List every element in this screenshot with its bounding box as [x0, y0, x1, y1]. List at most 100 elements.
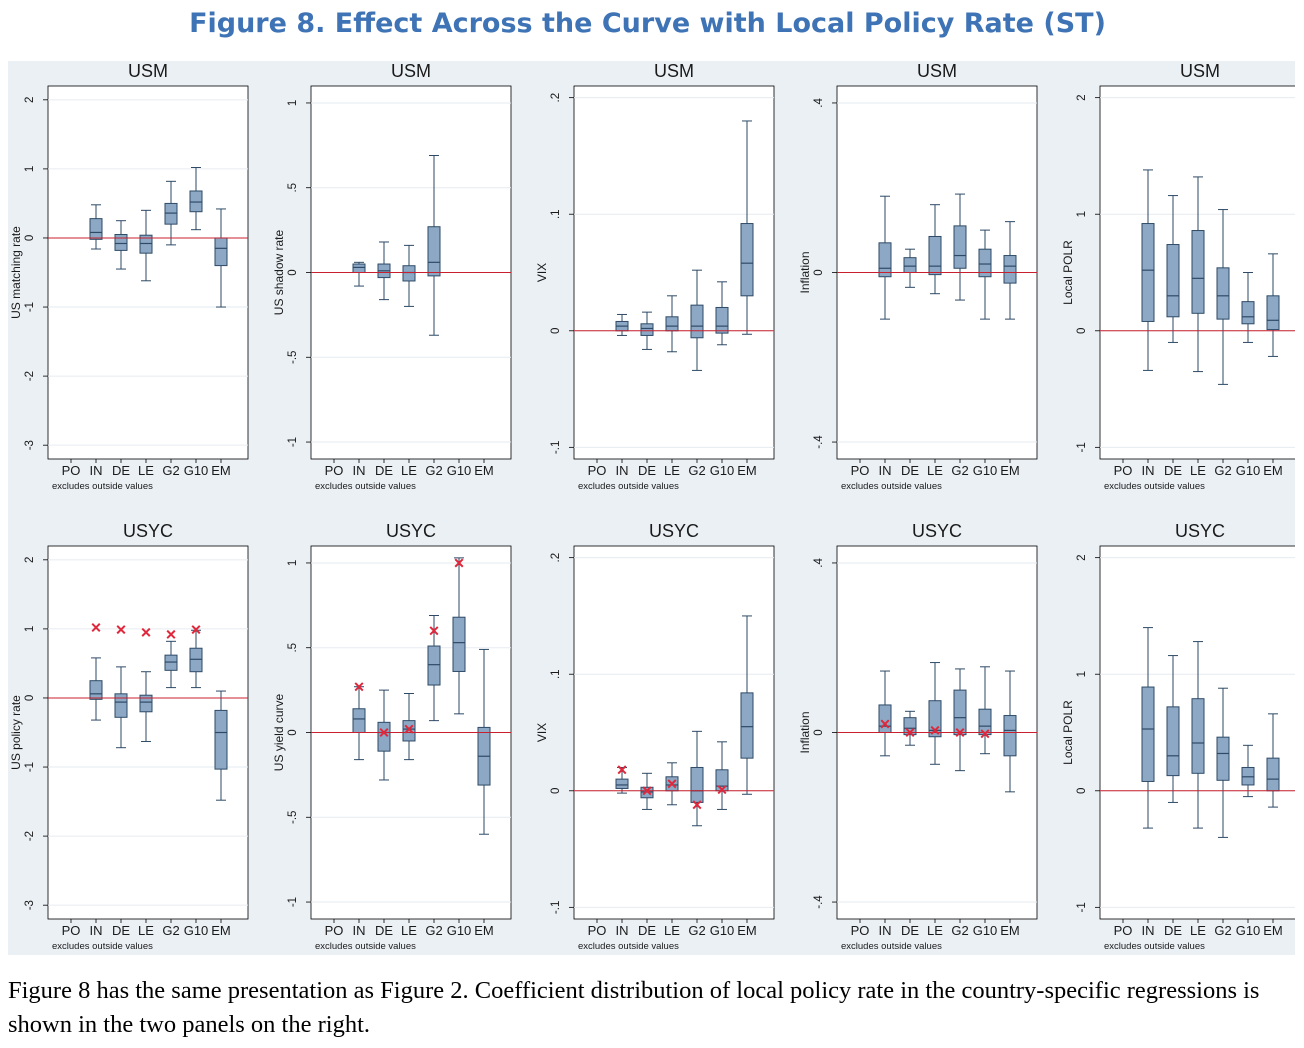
x-tick-label: EM [211, 463, 231, 478]
axis-note: excludes outside values [841, 481, 942, 492]
box-G2 [953, 668, 967, 772]
x-tick-label: EM [737, 923, 757, 938]
marker-stroke [617, 765, 627, 775]
axis-note: excludes outside values [1104, 481, 1205, 492]
marker-x [642, 786, 652, 796]
x-tick-label: G2 [951, 463, 968, 478]
box-G10 [189, 167, 203, 231]
box-G10 [189, 629, 203, 689]
y-tick-label: 2 [24, 557, 36, 563]
axis-note: excludes outside values [52, 481, 153, 492]
box-DE [903, 248, 917, 288]
y-tick-label: -.4 [813, 895, 825, 909]
marker-stroke [955, 727, 965, 738]
x-tick-label: DE [112, 923, 130, 938]
x-tick-label: G2 [162, 923, 179, 938]
panel-8: USYC .2 .1 0 -.1 VIX PO IN DE LE G2 G10 EM excludes o… [535, 521, 775, 952]
iqr-box [690, 304, 704, 339]
iqr-box [878, 242, 892, 278]
x-tick-label: EM [474, 923, 494, 938]
marker-stroke [141, 627, 151, 637]
marker-stroke [692, 800, 702, 810]
panel-5: USM 2 1 0 -1 Local POLR PO IN DE LE G2 G10 EM exclude… [1061, 61, 1295, 492]
iqr-box [878, 704, 892, 733]
box-G2 [164, 180, 178, 246]
axis-note: excludes outside values [315, 481, 416, 492]
iqr-box [1141, 223, 1155, 322]
x-tick-label: G2 [425, 923, 442, 938]
x-tick-label: G10 [447, 923, 472, 938]
x-tick-label: LE [1190, 923, 1206, 938]
y-tick-label: .2 [550, 553, 562, 563]
panel-title: USYC [649, 521, 699, 541]
x-tick-label: G10 [973, 923, 998, 938]
panel-title: USM [917, 61, 957, 81]
y-tick-label: .4 [813, 558, 825, 568]
marker-x [429, 626, 439, 636]
box-G10 [978, 666, 992, 755]
x-tick-label: EM [1263, 923, 1283, 938]
x-tick-label: DE [112, 463, 130, 478]
marker-stroke [905, 727, 915, 738]
x-tick-label: G2 [951, 923, 968, 938]
iqr-box [740, 692, 754, 759]
box-G2 [427, 615, 441, 722]
iqr-box [928, 235, 942, 276]
panel-4: USM .4 0 -.4 Inflation PO IN DE LE G2 G10 EM exclude… [798, 61, 1038, 492]
marker-stroke [880, 719, 890, 729]
x-tick-label: G2 [1214, 463, 1231, 478]
iqr-box [164, 202, 178, 225]
iqr-box [665, 316, 679, 332]
box-G10 [715, 281, 729, 346]
iqr-box [214, 237, 228, 267]
axis-note: excludes outside values [578, 941, 679, 952]
x-tick-label: G10 [710, 463, 735, 478]
x-tick-label: DE [375, 463, 393, 478]
iqr-box [189, 190, 203, 213]
y-tick-label: -1 [287, 437, 299, 447]
box-IN [1141, 627, 1155, 829]
marker-x [930, 725, 940, 735]
y-tick-label: 1 [287, 100, 299, 106]
y-tick-label: .1 [550, 209, 562, 219]
y-tick-label: 0 [1076, 328, 1088, 334]
iqr-box [953, 225, 967, 269]
marker-x [980, 729, 990, 739]
x-tick-label: PO [62, 463, 81, 478]
box-DE [1166, 655, 1180, 803]
x-tick-label: LE [664, 463, 680, 478]
iqr-box [1241, 301, 1255, 325]
y-tick-label: -1 [1076, 442, 1088, 452]
x-tick-label: PO [1114, 463, 1133, 478]
iqr-box [214, 709, 228, 770]
box-G2 [1216, 209, 1230, 385]
box-EM [1003, 221, 1017, 320]
axis-note: excludes outside values [578, 481, 679, 492]
box-EM [1003, 670, 1017, 793]
y-tick-label: 0 [287, 269, 299, 275]
iqr-box [903, 257, 917, 274]
y-tick-label: 0 [287, 729, 299, 735]
y-axis-label: VIX [535, 723, 549, 742]
panel-title: USM [128, 61, 168, 81]
box-DE [377, 241, 391, 301]
y-tick-label: 1 [287, 560, 299, 566]
iqr-box [427, 226, 441, 277]
iqr-box [352, 708, 366, 733]
y-tick-label: 0 [550, 328, 562, 334]
marker-x [717, 785, 727, 795]
x-tick-label: G10 [1236, 923, 1261, 938]
panel-1: USM 2 1 0 -1 -2 -3 US matching rate PO IN DE LE G2 G1… [9, 61, 249, 492]
iqr-box [978, 248, 992, 278]
x-tick-label: PO [851, 923, 870, 938]
box-LE [928, 204, 942, 295]
x-tick-label: DE [1164, 923, 1182, 938]
marker-x [692, 800, 702, 810]
iqr-box [89, 680, 103, 700]
iqr-box [1216, 736, 1230, 781]
marker-stroke [667, 779, 677, 789]
axis-note: excludes outside values [1104, 941, 1205, 952]
iqr-box [402, 720, 416, 742]
box-G10 [1241, 272, 1255, 343]
box-G2 [427, 155, 441, 336]
